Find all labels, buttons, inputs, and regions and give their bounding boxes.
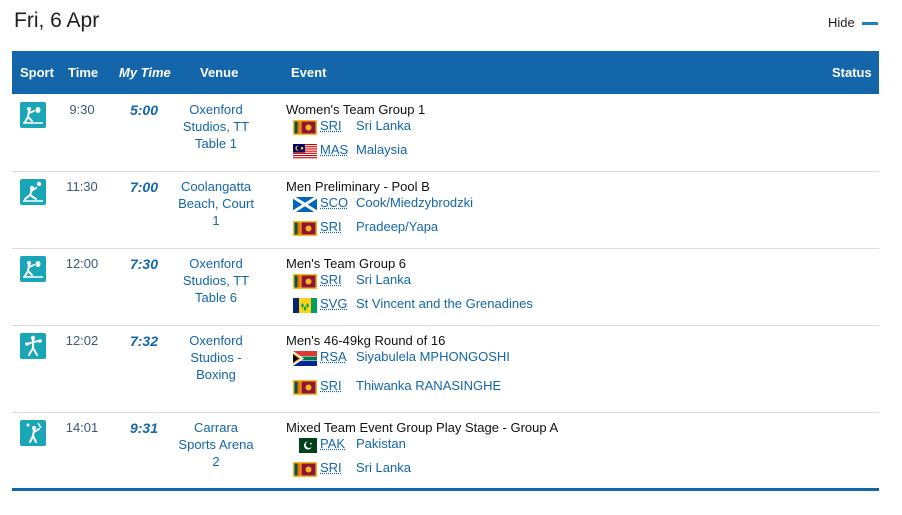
event-name: Men's 46-49kg Round of 16 (286, 333, 446, 348)
event-venue[interactable]: Oxenford Studios, TT Table 6 (172, 255, 260, 306)
schedule-bottom-line (12, 488, 879, 491)
event-my-time: 7:32 (129, 333, 159, 349)
event-venue[interactable]: Carrara Sports Arena 2 (172, 419, 260, 470)
venue-line: Table 1 (195, 136, 237, 151)
competitor-name[interactable]: St Vincent and the Grenadines (356, 296, 533, 311)
sri-lanka-flag-icon (293, 221, 317, 236)
venue-line: Oxenford (189, 333, 243, 348)
event-name: Men Preliminary - Pool B (286, 179, 430, 194)
venue-line: Studios, TT (182, 273, 250, 288)
col-event: Event (291, 65, 327, 80)
hide-link[interactable]: Hide (828, 15, 855, 30)
schedule-row: 11:30 7:00 Coolangatta Beach, Court 1 Men Pre… (12, 171, 879, 249)
venue-line: 2 (212, 454, 220, 469)
day-title: Fri, 6 Apr (14, 9, 100, 32)
event-venue[interactable]: Oxenford Studios - Boxing (172, 332, 260, 383)
schedule-row: 12:00 7:30 Oxenford Studios, TT Table 6 Men's… (12, 248, 879, 326)
competitor-name[interactable]: Sri Lanka (356, 118, 411, 133)
country-code[interactable]: MAS (320, 142, 349, 157)
event-name: Women's Team Group 1 (286, 102, 426, 117)
country-code[interactable]: SRI (320, 460, 342, 475)
competitor-name[interactable]: Pradeep/Yapa (356, 219, 439, 234)
competitor-name[interactable]: Pakistan (356, 436, 406, 451)
competitor-name[interactable]: Sri Lanka (356, 460, 411, 475)
competitor-name[interactable]: Malaysia (356, 142, 408, 157)
sri-lanka-flag-icon (293, 120, 317, 135)
event-time: 12:00 (65, 256, 99, 271)
col-venue: Venue (200, 65, 239, 80)
table-tennis-icon (20, 102, 46, 128)
country-code[interactable]: SRI (320, 118, 342, 133)
event-time: 14:01 (65, 420, 99, 435)
venue-line: Oxenford (189, 102, 243, 117)
competitor-name[interactable]: Cook/Miedzybrodzki (356, 195, 474, 210)
sri-lanka-flag-icon (293, 462, 317, 477)
col-sport: Sport (20, 65, 54, 80)
boxing-icon (20, 333, 46, 359)
country-code[interactable]: SRI (320, 219, 342, 234)
venue-line: Sports Arena (178, 437, 254, 452)
schedule-row: 12:02 7:32 Oxenford Studios - Boxing Men's 46… (12, 325, 879, 413)
schedule-row: 9:30 5:00 Oxenford Studios, TT Table 1 Women'… (12, 94, 879, 172)
event-my-time: 7:00 (129, 179, 159, 195)
col-time: Time (68, 65, 99, 80)
event-my-time: 9:31 (129, 420, 159, 436)
venue-line: Oxenford (189, 256, 243, 271)
table-tennis-icon (20, 256, 46, 282)
country-code[interactable]: RSA (320, 349, 347, 364)
sri-lanka-flag-icon (293, 380, 317, 395)
event-my-time: 7:30 (129, 256, 159, 272)
competitor-name[interactable]: Sri Lanka (356, 272, 411, 287)
sri-lanka-flag-icon (293, 274, 317, 289)
venue-line: Carrara (193, 420, 239, 435)
venue-line: Studios - (190, 350, 242, 365)
malaysia-flag-icon (293, 144, 317, 159)
col-mytime: My Time (119, 65, 171, 80)
country-code[interactable]: SRI (320, 378, 342, 393)
badminton-icon (20, 420, 46, 446)
event-time: 11:30 (66, 179, 98, 194)
scotland-flag-icon (293, 197, 317, 212)
venue-line: Table 6 (195, 290, 237, 305)
country-code[interactable]: SVG (320, 296, 348, 311)
event-name: Men's Team Group 6 (286, 256, 407, 271)
schedule-row: 14:01 9:31 Carrara Sports Arena 2 Mixed Team … (12, 412, 879, 490)
event-time: 12:02 (65, 333, 99, 348)
venue-line: 1 (212, 213, 220, 228)
event-time: 9:30 (69, 102, 95, 117)
venue-line: Studios, TT (182, 119, 250, 134)
competitor-name[interactable]: Thiwanka RANASINGHE (356, 378, 502, 393)
event-venue[interactable]: Oxenford Studios, TT Table 1 (172, 101, 260, 152)
venue-line: Boxing (196, 367, 236, 382)
col-status: Status (832, 65, 872, 80)
venue-line: Beach, Court (178, 196, 254, 211)
schedule-header: Sport Time My Time Venue Event Status (12, 51, 879, 94)
st-vincent-flag-icon (293, 298, 317, 313)
competitor-name[interactable]: Siyabulela MPHONGOSHI (356, 349, 510, 364)
event-my-time: 5:00 (129, 102, 159, 118)
country-code[interactable]: SRI (320, 272, 342, 287)
south-africa-flag-icon (293, 351, 317, 366)
country-code[interactable]: SCO (320, 195, 349, 210)
collapse-bar-icon[interactable] (862, 22, 878, 25)
beach-volleyball-icon (20, 179, 46, 205)
venue-line: Coolangatta (180, 179, 252, 194)
event-venue[interactable]: Coolangatta Beach, Court 1 (172, 178, 260, 229)
event-name: Mixed Team Event Group Play Stage - Grou… (286, 420, 559, 435)
country-code[interactable]: PAK (320, 436, 346, 451)
pakistan-flag-icon (293, 438, 317, 453)
